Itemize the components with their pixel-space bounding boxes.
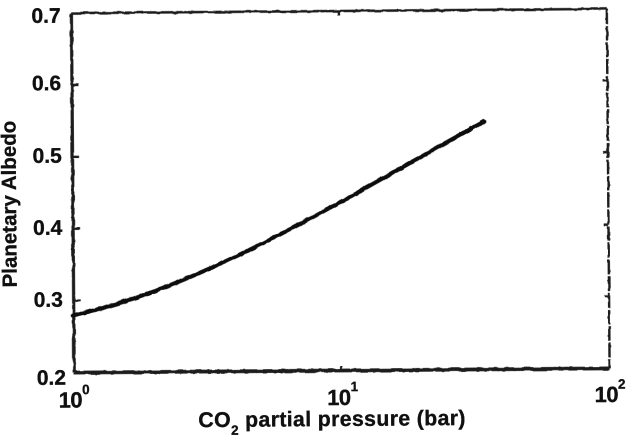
svg-text:CO2 partial pressure (bar): CO2 partial pressure (bar): [198, 406, 466, 438]
svg-text:100: 100: [59, 382, 90, 413]
svg-text:0.7: 0.7: [31, 5, 60, 28]
svg-text:102: 102: [594, 377, 625, 408]
svg-text:0.5: 0.5: [32, 145, 62, 168]
svg-text:101: 101: [327, 379, 359, 410]
svg-text:0.3: 0.3: [34, 289, 63, 312]
svg-text:0.4: 0.4: [33, 217, 63, 240]
svg-text:Planetary Albedo: Planetary Albedo: [0, 121, 22, 288]
svg-text:0.6: 0.6: [32, 72, 61, 95]
svg-text:0.2: 0.2: [37, 367, 66, 390]
